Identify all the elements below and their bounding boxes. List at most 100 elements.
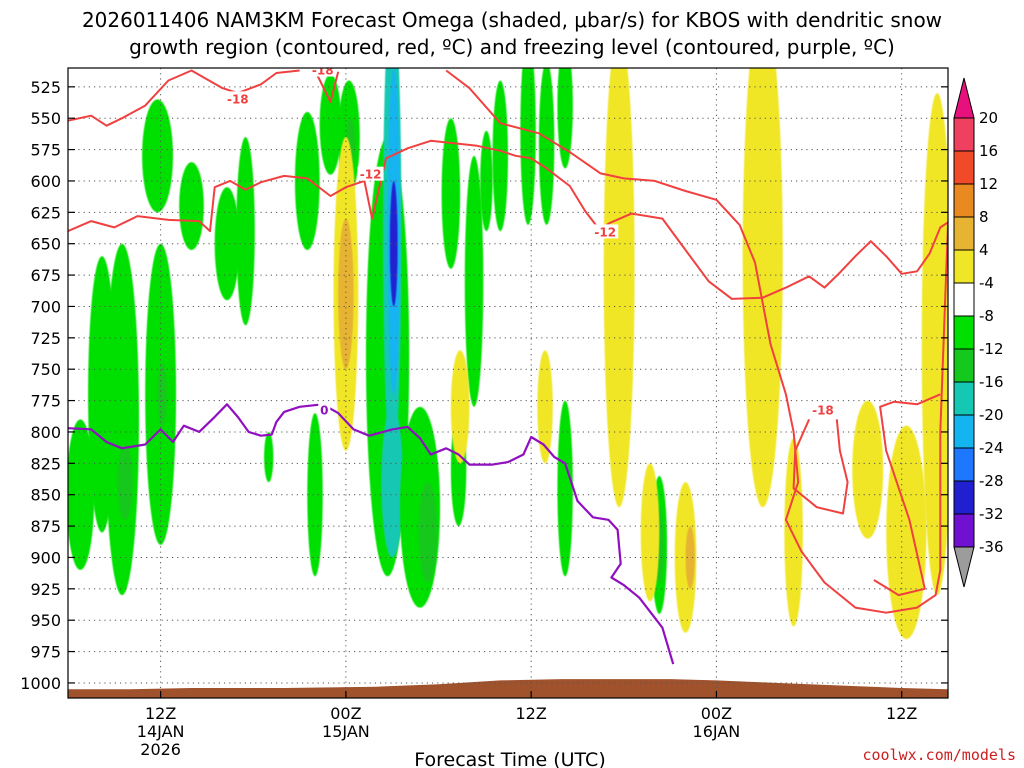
x-tick-date-3: 16JAN [693,722,741,741]
y-tick-label-875: 875 [30,517,61,536]
dendritic-contour-label-1: -18 [312,64,334,78]
y-tick-label-550: 550 [30,109,61,128]
omega-blob-8 [214,187,240,301]
x-tick-label-2: 12Z [515,704,546,723]
y-tick-label-750: 750 [30,360,61,379]
colorbar-segment-10 [953,447,975,482]
y-tick-label-775: 775 [30,392,61,411]
dendritic-contour-2 [68,139,948,300]
omega-blob-46 [921,93,948,596]
dendritic-contour-label-3: -12 [594,225,616,239]
omega-blob-5 [157,362,167,426]
colorbar-label-5: -4 [979,274,994,292]
x-tick-label-4: 12Z [886,704,917,723]
colorbar-segment-9 [953,414,975,449]
terrain-layer [68,679,948,698]
plot-area: -18 -18 -12 -12 -18 0 525 550 575 600 625 650 675 70… [20,64,949,759]
colorbar-segment-1 [953,150,975,185]
y-tick-label-650: 650 [30,235,61,254]
freezing-label-bg [318,402,331,417]
omega-blob-0 [68,419,95,570]
omega-blob-31 [557,400,573,577]
omega-blob-41 [685,526,695,589]
colorbar-label-6: -8 [979,307,994,325]
contour-label-bg-0 [224,91,251,106]
x-tick-label-1: 00Z [330,704,361,723]
dendritic-contour-0 [68,69,300,127]
omega-blob-10 [264,431,274,483]
omega-blob-38 [603,68,635,508]
omega-blob-42 [742,68,783,508]
colorbar-segment-7 [953,348,975,383]
contour-label-bg-3 [592,224,619,239]
colorbar-segment-3 [953,216,975,251]
omega-blob-45 [886,425,927,640]
colorbar-label-10: -24 [979,439,1004,457]
omega-blob-23 [441,118,461,269]
y-tick-label-900: 900 [30,548,61,567]
omega-blob-39 [640,463,660,602]
colorbar-segment-6 [953,315,975,350]
colorbar-label-0: 20 [979,109,998,127]
colorbar: 20 16 12 8 4 -4 -8 -12 -16 -20 -24 -28 -32 -36 [953,77,1004,588]
colorbar-label-2: 12 [979,175,998,193]
gridlines [68,68,948,698]
dendritic-contour-1 [314,70,340,103]
chart-title-line-1: 2026011406 NAM3KM Forecast Omega (shaded… [82,8,942,32]
omega-blob-44 [852,400,884,539]
omega-blob-20 [381,406,404,558]
y-tick-label-700: 700 [30,297,61,316]
contour-label-bg-4 [809,402,836,417]
dendritic-contour-label-0: -18 [227,92,249,106]
contour-layer: -18 -18 -12 -12 -18 0 [68,64,948,665]
colorbar-label-12: -32 [979,505,1004,523]
omega-blob-26 [480,130,493,232]
colorbar-bottom-arrow [953,546,975,588]
omega-blob-36 [450,350,470,464]
x-tick-date-1: 15JAN [322,722,370,741]
omega-blob-29 [538,68,555,225]
y-tick-label-800: 800 [30,423,61,442]
contour-label-bg-1 [309,68,336,77]
y-tick-label-625: 625 [30,203,61,222]
colorbar-label-1: 16 [979,142,998,160]
colorbar-segment-2 [953,183,975,218]
omega-blob-6 [142,99,173,213]
colorbar-segment-0 [953,117,975,152]
credit-text: coolwx.com/models [862,746,1016,764]
dendritic-contour-4 [792,418,849,515]
colorbar-label-3: 8 [979,208,989,226]
freezing-level-contour [68,403,675,665]
x-axis-label: Forecast Time (UTC) [414,749,605,768]
omega-blob-12 [307,413,323,577]
omega-blob-22 [418,482,437,583]
omega-shading-layer [68,68,948,640]
dendritic-contour-label-4: -18 [812,404,834,418]
x-tick-date-0: 14JAN [137,722,185,741]
y-tick-label-975: 975 [30,643,61,662]
colorbar-segment-11 [953,480,975,515]
omega-blob-3 [117,444,133,520]
y-tick-label-850: 850 [30,486,61,505]
dendritic-contour-label-2: -12 [360,168,382,182]
y-axis-ticks: 525 550 575 600 625 650 675 700 725 750 775 800 825 8… [20,78,948,693]
omega-blob-27 [492,80,508,232]
y-tick-label-925: 925 [30,580,61,599]
y-tick-label-725: 725 [30,329,61,348]
x-tick-year-0: 2026 [140,740,181,759]
omega-blob-43 [784,438,803,627]
freezing-level-label: 0 [320,404,328,418]
omega-blob-25 [464,155,484,407]
omega-blob-37 [537,350,553,464]
colorbar-segment-5 [953,282,975,317]
omega-blob-2 [105,243,140,596]
contour-label-bg-2 [357,166,384,181]
x-tick-label-0: 12Z [145,704,176,723]
terrain-fill [68,679,948,698]
colorbar-top-arrow [953,77,975,119]
chart-title-line-2: growth region (contoured, red, ºC) and f… [129,35,895,59]
colorbar-label-13: -36 [979,538,1004,556]
colorbar-segment-12 [953,513,975,548]
